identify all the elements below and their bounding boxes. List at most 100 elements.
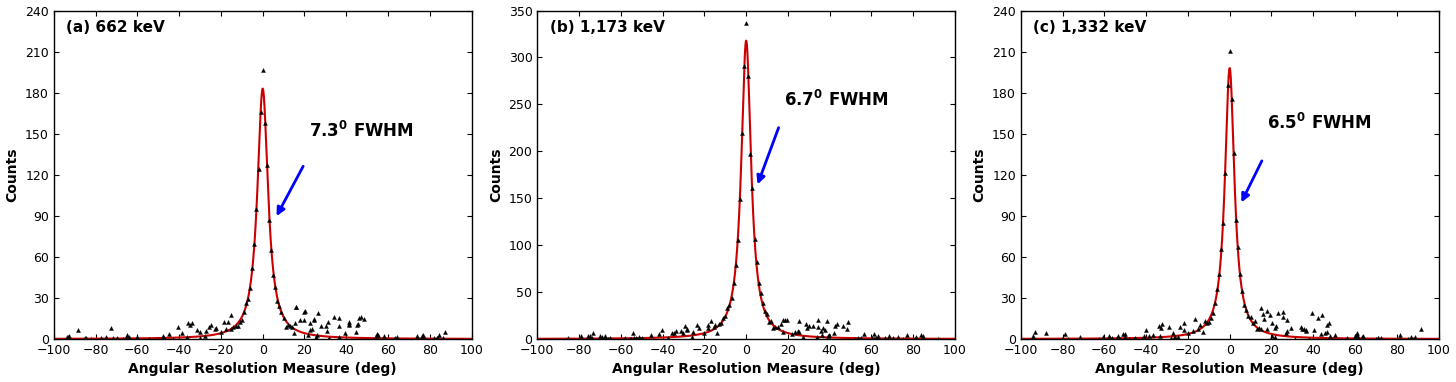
Point [1302,327,1325,333]
Text: $\mathbf{6.5^{0}}$ FWHM: $\mathbf{6.5^{0}}$ FWHM [1267,113,1372,133]
Point [185,327,208,333]
Point [1351,333,1374,339]
Point [1324,332,1347,338]
Point [847,335,871,341]
Point [365,331,389,337]
Point [194,329,217,335]
Point [737,73,760,79]
Point [1134,327,1158,333]
Point [628,334,651,340]
Point [594,333,617,339]
Point [411,333,434,340]
Point [761,325,785,331]
Point [1255,308,1278,314]
Point [367,332,390,338]
Point [1123,336,1146,342]
Point [213,319,236,325]
Point [1112,334,1136,340]
Point [1289,324,1312,330]
Point [639,332,662,338]
Point [116,333,140,340]
Point [770,321,794,327]
Point [1211,220,1235,226]
Point [1056,336,1079,342]
Point [1230,288,1254,294]
Point [285,304,309,310]
Point [1162,335,1185,342]
Point [556,335,579,341]
Point [703,322,727,328]
Point [686,322,709,328]
Point [625,335,648,342]
Point [732,63,756,69]
Point [1313,330,1337,336]
Point [1092,333,1115,340]
Point [750,290,773,296]
Point [700,318,724,324]
Point [298,327,322,333]
Point [284,320,307,327]
Point [1107,333,1130,339]
Point [734,20,757,26]
Point [431,335,454,342]
Point [323,314,347,320]
Point [764,324,788,330]
Point [780,331,804,337]
Point [1024,329,1047,335]
Point [255,162,278,168]
Point [406,333,430,339]
Point [619,336,642,342]
Point [301,325,325,332]
Point [664,328,687,334]
Point [801,322,824,329]
Point [753,308,776,314]
Point [304,334,328,340]
Point [1261,320,1284,326]
Point [1271,309,1294,315]
Point [1172,327,1195,333]
Point [127,335,150,342]
Point [234,299,258,306]
Point [569,333,593,340]
Point [895,332,919,338]
Point [788,317,811,324]
Point [904,334,927,340]
Point [741,185,764,191]
Point [1053,331,1076,337]
Point [1088,335,1111,342]
Point [1101,335,1124,341]
Point [80,336,103,342]
Point [153,335,176,341]
Point [1118,336,1142,342]
Point [681,329,705,335]
Point [849,335,872,341]
Point [1195,320,1219,326]
Point [866,333,890,339]
Point [817,333,840,340]
Point [95,333,118,340]
Point [1396,336,1420,342]
Point [214,326,237,332]
Point [1318,320,1341,326]
Point [878,333,901,339]
Point [348,316,371,322]
Point [115,335,138,341]
Point [1069,333,1092,340]
Point [716,305,740,311]
Point [411,333,434,340]
Point [597,335,620,342]
Point [125,333,149,340]
Point [294,308,317,314]
Point [807,317,830,323]
Point [1274,330,1297,336]
Point [696,322,719,328]
Point [229,319,252,325]
Point [277,322,300,328]
Point [412,332,435,338]
Point [329,336,352,342]
Text: (a) 662 keV: (a) 662 keV [67,20,165,36]
Point [887,334,910,340]
Point [1258,312,1281,319]
Point [1309,331,1332,337]
Point [1192,318,1216,324]
